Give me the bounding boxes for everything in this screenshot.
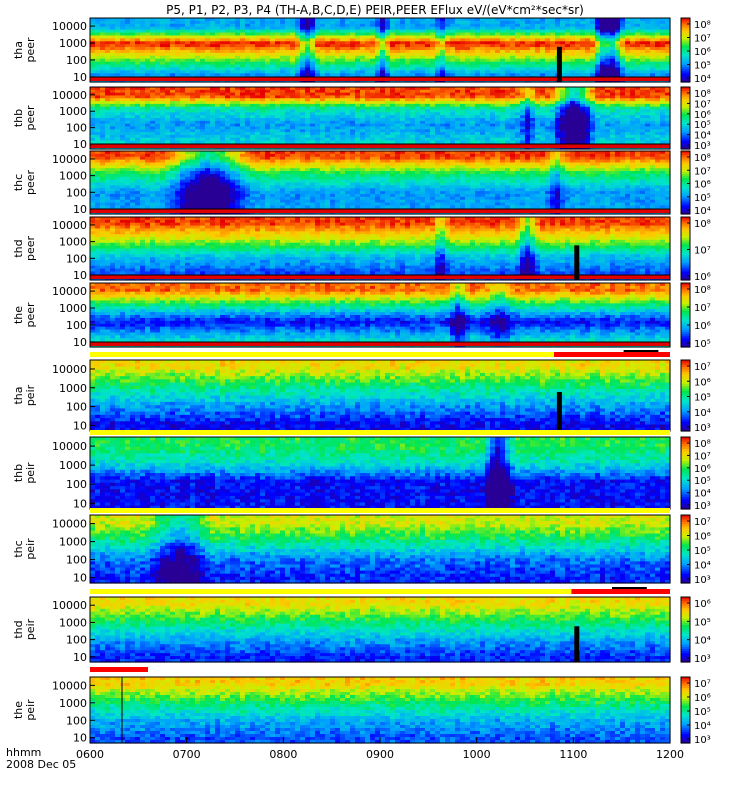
colorbar-label: 10⁸ — [694, 20, 711, 31]
colorbar-label: 10⁷ — [694, 34, 711, 45]
colorbar-label: 10⁶ — [694, 47, 711, 58]
heatmap-thaPeer — [90, 18, 671, 83]
y-tick-label: 100 — [66, 54, 87, 67]
colorbar-label: 10⁵ — [694, 61, 711, 72]
data-gap — [557, 47, 562, 82]
bottom-trace — [90, 77, 670, 81]
y-tick-label: 10000 — [52, 20, 87, 33]
heatmap-thbPeer — [90, 87, 671, 150]
colorbar-label: 10⁴ — [694, 74, 711, 85]
y-tick-label: 1000 — [59, 37, 87, 50]
chart-title: P5, P1, P2, P3, P4 (TH-A,B,C,D,E) PEIR,P… — [166, 3, 584, 17]
y-axis-label: peer — [24, 37, 37, 63]
colorbar-thaPeer: 10⁸ 10⁷ 10⁶ 10⁵ 10⁴ — [681, 18, 711, 85]
y-tick-label: 10 — [73, 71, 87, 84]
